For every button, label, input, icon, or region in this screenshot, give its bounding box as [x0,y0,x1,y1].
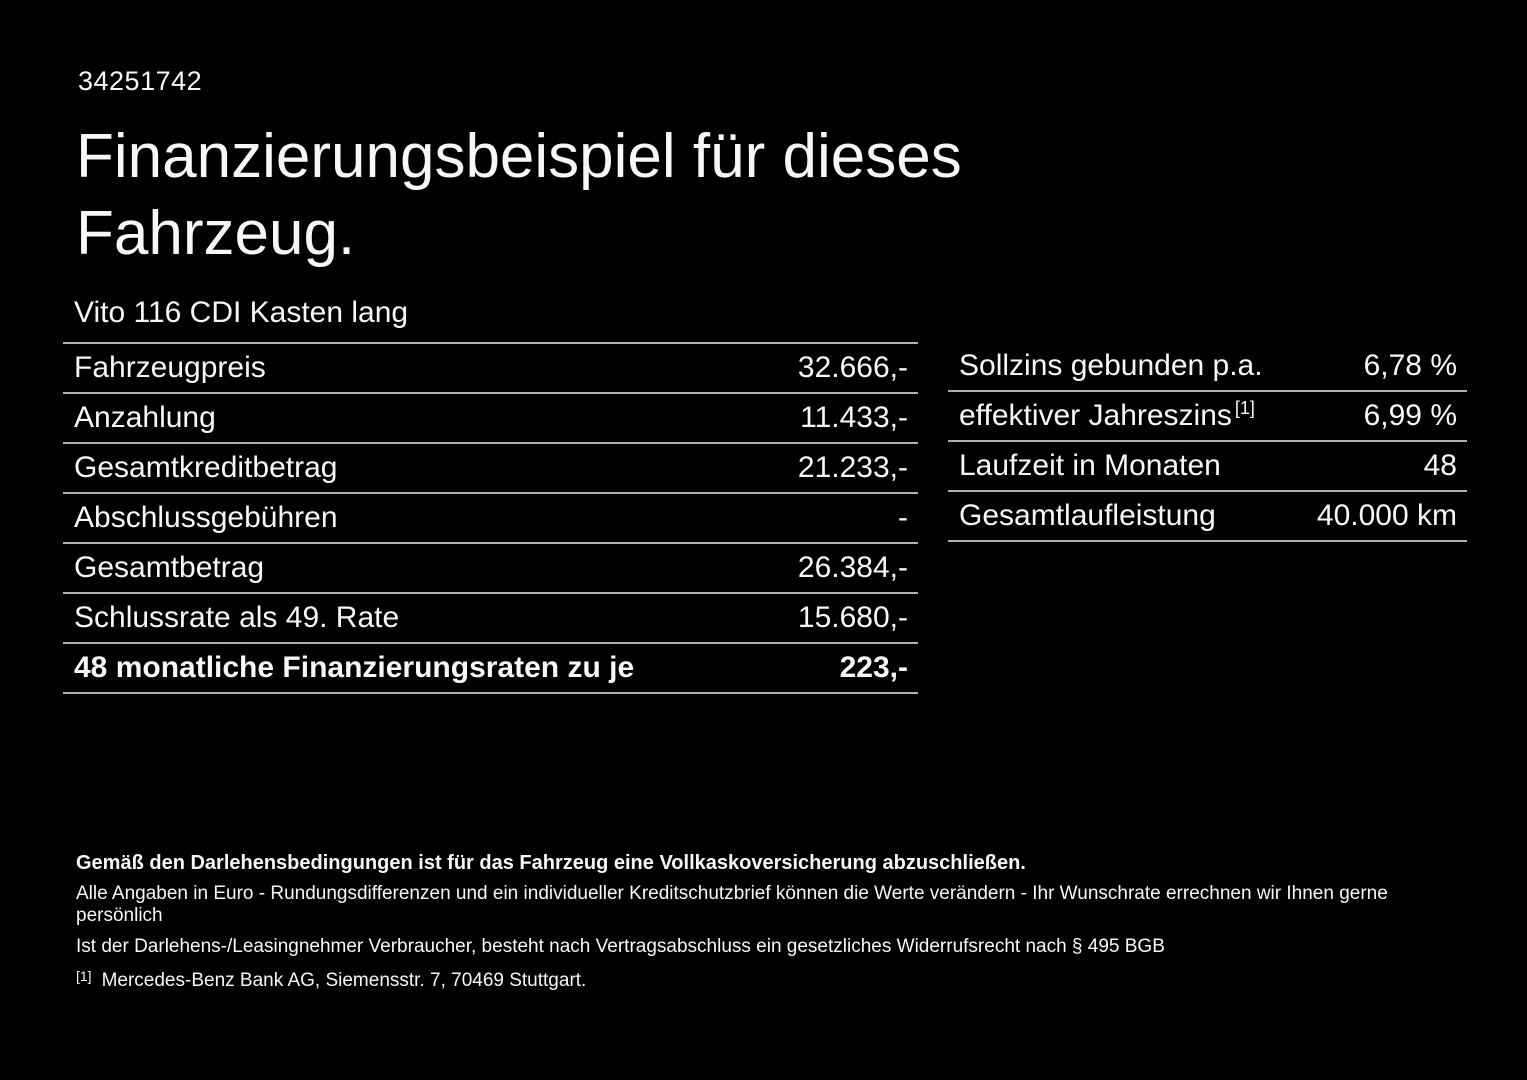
vehicle-name: Vito 116 CDI Kasten lang [74,296,409,329]
page-title: Finanzierungsbeispiel für dieses Fahrzeu… [76,118,962,272]
row-label: Gesamtbetrag [74,551,265,584]
row-label: Schlussrate als 49. Rate [74,601,400,634]
footnote-ref: [1] [1234,398,1255,418]
table-row-gesamtkreditbetrag: Gesamtkreditbetrag 21.233,- [63,444,918,494]
row-label: Gesamtkreditbetrag [74,451,338,484]
row-label: 48 monatliche Finanzierungsraten zu je [74,651,635,684]
table-row-effektiver-jahreszins: effektiver Jahreszins [1] 6,99 % [948,392,1467,442]
table-row-sollzins: Sollzins gebunden p.a. 6,78 % [948,342,1467,392]
row-value: 15.680,- [797,601,908,634]
disclaimer-euro: Alle Angaben in Euro - Rundungsdifferenz… [76,883,1388,926]
table-row-laufzeit: Laufzeit in Monaten 48 [948,442,1467,492]
row-value: 6,99 % [1363,399,1457,432]
table-row-fahrzeugpreis: Fahrzeugpreis 32.666,- [63,344,918,394]
footnote-bank: [1] Mercedes-Benz Bank AG, Siemensstr. 7,… [76,968,1466,992]
table-row-gesamtbetrag: Gesamtbetrag 26.384,- [63,544,918,594]
row-value: 6,78 % [1363,349,1457,382]
row-value: 32.666,- [797,351,908,384]
row-label: Laufzeit in Monaten [959,449,1221,482]
page-title-line1: Finanzierungsbeispiel für dieses [76,122,962,191]
row-value: 26.384,- [797,551,908,584]
row-value: - [898,501,908,534]
row-label: Sollzins gebunden p.a. [959,349,1263,382]
row-value: 11.433,- [800,401,908,434]
listing-id: 34251742 [78,66,203,96]
table-row-monatliche-rate: 48 monatliche Finanzierungsraten zu je 2… [63,644,918,694]
financing-table: Fahrzeugpreis 32.666,- Anzahlung 11.433,… [63,342,918,694]
row-label: Anzahlung [74,401,216,434]
table-row-schlussrate: Schlussrate als 49. Rate 15.680,- [63,594,918,644]
table-row-gesamtlaufleistung: Gesamtlaufleistung 40.000 km [948,492,1467,542]
row-label: Fahrzeugpreis [74,351,266,384]
legal-footer: Gemäß den Darlehensbedingungen ist für d… [76,852,1466,992]
row-label: effektiver Jahreszins [1] [959,398,1255,432]
row-label: Abschlussgebühren [74,501,338,534]
footnote-text: Mercedes-Benz Bank AG, Siemensstr. 7, 70… [101,970,587,991]
terms-table: Sollzins gebunden p.a. 6,78 % effektiver… [948,342,1467,542]
row-value: 48 [1423,449,1457,482]
table-row-abschlussgebuehren: Abschlussgebühren - [63,494,918,544]
insurance-notice: Gemäß den Darlehensbedingungen ist für d… [76,852,1026,874]
disclaimer-widerrufsrecht: Ist der Darlehens-/Leasingnehmer Verbrau… [76,936,1165,957]
row-label: Gesamtlaufleistung [959,499,1216,532]
row-value: 21.233,- [797,451,908,484]
footnote-marker: [1] [76,968,92,984]
table-row-anzahlung: Anzahlung 11.433,- [63,394,918,444]
row-value: 223,- [839,651,908,684]
page-title-line2: Fahrzeug. [76,199,356,268]
row-value: 40.000 km [1316,499,1457,532]
